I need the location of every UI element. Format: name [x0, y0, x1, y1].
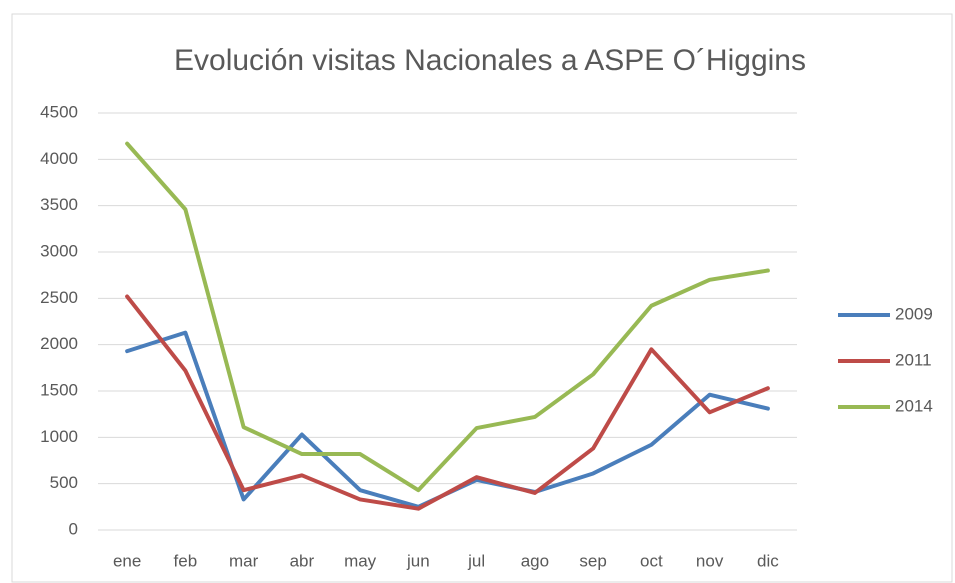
series-line	[125, 294, 770, 511]
y-tick-label: 1500	[40, 380, 78, 399]
y-tick-label: 0	[69, 519, 78, 538]
y-tick-label: 2500	[40, 288, 78, 307]
x-tick-label: ago	[521, 551, 549, 570]
y-tick-label: 2000	[40, 334, 78, 353]
x-tick-label: may	[344, 551, 377, 570]
legend-label: 2011	[895, 350, 932, 369]
x-tick-label: jul	[467, 551, 485, 570]
legend-label: 2009	[895, 304, 933, 323]
x-tick-label: mar	[229, 551, 259, 570]
x-tick-label: oct	[640, 551, 663, 570]
x-tick-label: dic	[757, 551, 779, 570]
x-tick-label: ene	[113, 551, 141, 570]
chart-title: Evolución visitas Nacionales a ASPE O´Hi…	[174, 44, 806, 77]
x-tick-label: abr	[290, 551, 315, 570]
y-tick-label: 3500	[40, 195, 78, 214]
series-line	[125, 141, 770, 493]
y-tick-label: 4000	[40, 149, 78, 168]
x-tick-label: jun	[406, 551, 430, 570]
x-tick-label: sep	[579, 551, 606, 570]
legend-label: 2014	[895, 396, 933, 415]
x-tick-label: nov	[696, 551, 724, 570]
y-tick-label: 500	[50, 473, 78, 492]
x-tick-label: feb	[174, 551, 198, 570]
y-tick-label: 4500	[40, 102, 78, 121]
y-tick-label: 1000	[40, 427, 78, 446]
y-tick-label: 3000	[40, 241, 78, 260]
